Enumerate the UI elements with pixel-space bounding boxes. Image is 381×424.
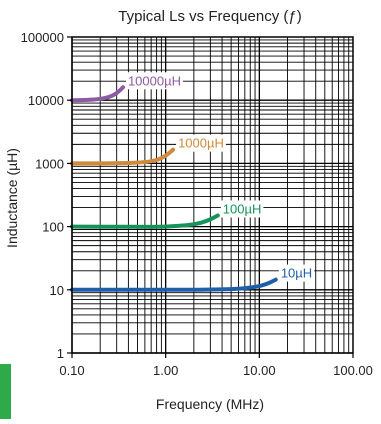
series-label-background [176,134,226,152]
series-label: 10000µH [128,73,181,88]
series-line [70,147,176,166]
series-line [70,85,125,103]
series-label: 10µH [281,266,312,281]
tick-labels: 0.10 1.00 10.00 100.00 1 10 100 1000 10000 100000 [21,30,373,378]
side-tab-marker [0,364,11,419]
x-tick-label: 1.00 [153,363,178,378]
x-tick-label: 100.00 [333,363,373,378]
y-tick-label: 1000 [35,156,64,171]
series-line [70,213,220,229]
series-label: 100µH [223,201,262,216]
chart-title: Typical Ls vs Frequency (ƒ) [118,8,301,25]
series-label: 1000µH [178,136,224,151]
series-label-background [125,72,183,90]
y-tick-label: 1 [57,346,64,361]
series-group: 10000µH 1000µH 100µH 10µH [70,72,315,292]
x-tick-label: 10.00 [243,363,276,378]
plot-frame [71,36,354,354]
y-tick-label: 100000 [21,30,64,45]
series-line [70,277,278,292]
y-tick-label: 10 [50,283,64,298]
y-tick-label: 10000 [28,93,64,108]
y-axis-label: Inductance (µH) [4,148,20,248]
series-label-background [278,264,315,282]
x-tick-label: 0.10 [59,363,84,378]
grid [71,37,353,354]
y-tick-label: 100 [42,220,64,235]
x-axis-label: Frequency (MHz) [156,396,264,412]
series-label-background [220,200,264,218]
